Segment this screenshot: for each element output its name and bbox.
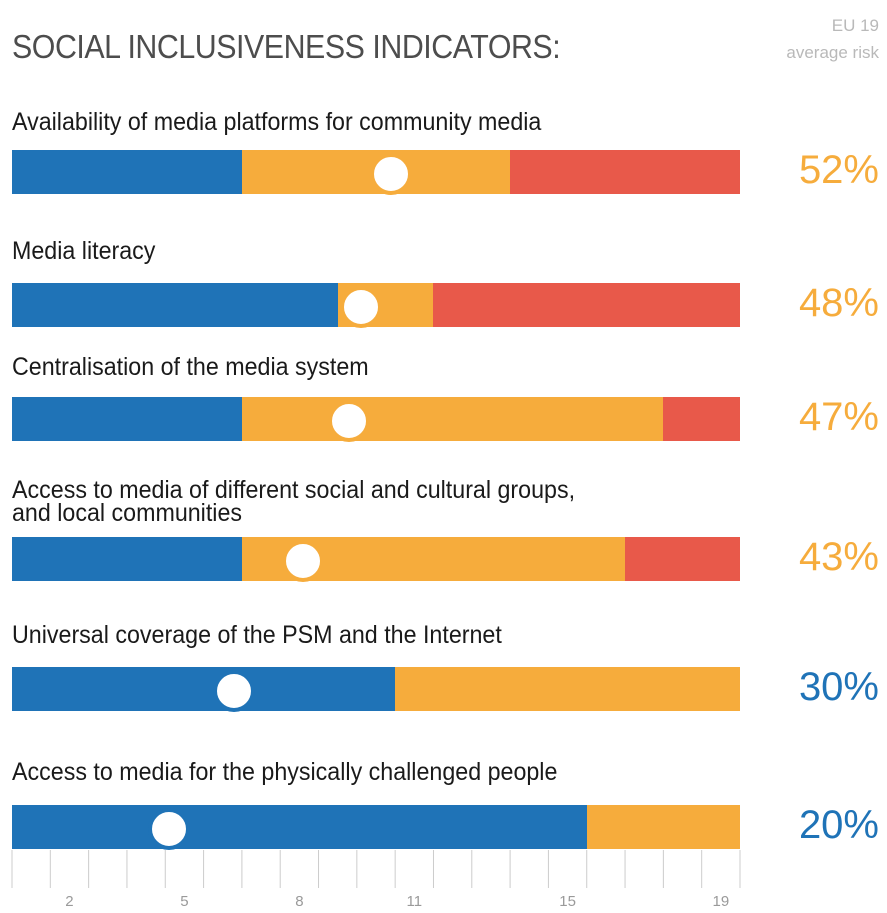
- average-risk-value: 52%: [798, 148, 879, 192]
- indicator-bar: [12, 667, 740, 711]
- chart-title: SOCIAL INCLUSIVENESS INDICATORS:: [12, 28, 561, 65]
- average-risk-value: 48%: [798, 281, 879, 325]
- x-tick-label: 11: [407, 893, 423, 910]
- average-risk-value: 20%: [798, 803, 879, 847]
- bar-segment-high: [625, 537, 740, 581]
- indicator-label: Access to media of different social and …: [12, 476, 576, 527]
- indicator-label-line: Access to media of different social and …: [12, 476, 576, 504]
- indicator-bar: [12, 805, 740, 849]
- bar-segment-low: [12, 667, 396, 711]
- bar-segment-low: [12, 150, 242, 194]
- bar-segment-low: [12, 283, 338, 327]
- average-marker: [339, 286, 382, 328]
- bar-segment-medium: [395, 667, 740, 711]
- indicator-label-line: Centralisation of the media system: [12, 353, 369, 381]
- bar-segment-high: [433, 283, 740, 327]
- indicator-label-line: Universal coverage of the PSM and the In…: [12, 621, 502, 649]
- indicator-label: Media literacy: [12, 237, 156, 265]
- x-tick-label: 8: [295, 893, 303, 910]
- eu-average-risk-header: EU 19 average risk: [786, 12, 879, 66]
- bar-segment-high: [510, 150, 740, 194]
- eu-label-line1: EU 19: [831, 16, 879, 35]
- indicator-label-line: Media literacy: [12, 237, 156, 265]
- bar-segment-low: [12, 397, 242, 441]
- average-risk-value: 43%: [798, 535, 879, 579]
- average-marker: [370, 153, 413, 195]
- x-axis: 2 5 8 11 15 19: [11, 850, 741, 910]
- x-tick-label: 15: [559, 893, 576, 910]
- x-tick-label: 19: [712, 893, 729, 910]
- average-marker: [282, 540, 325, 582]
- bar-segment-low: [12, 805, 587, 849]
- x-tick-label: 2: [65, 893, 73, 910]
- bar-segment-high: [663, 397, 740, 441]
- bar-segment-medium: [241, 397, 664, 441]
- indicator-bar: [12, 397, 740, 441]
- indicator-label: Universal coverage of the PSM and the In…: [12, 621, 502, 649]
- average-risk-value: 47%: [798, 395, 879, 439]
- average-marker: [148, 808, 191, 850]
- bar-segment-medium: [586, 805, 740, 849]
- indicator-label: Availability of media platforms for comm…: [12, 108, 542, 136]
- x-tick-label: 5: [180, 893, 188, 910]
- indicator-label-line: Access to media for the physically chall…: [12, 758, 558, 786]
- indicator-label: Centralisation of the media system: [12, 353, 369, 381]
- indicator-bar: [12, 537, 740, 581]
- bar-segment-low: [12, 537, 242, 581]
- average-risk-value: 30%: [798, 665, 879, 709]
- indicator-label-line: and local communities: [12, 499, 243, 527]
- indicator-label: Access to media for the physically chall…: [12, 758, 558, 786]
- eu-label-line2: average risk: [786, 43, 879, 62]
- indicator-bar: [12, 150, 740, 194]
- indicator-label-line: Availability of media platforms for comm…: [12, 108, 542, 136]
- average-marker: [213, 670, 256, 712]
- average-marker: [328, 400, 371, 442]
